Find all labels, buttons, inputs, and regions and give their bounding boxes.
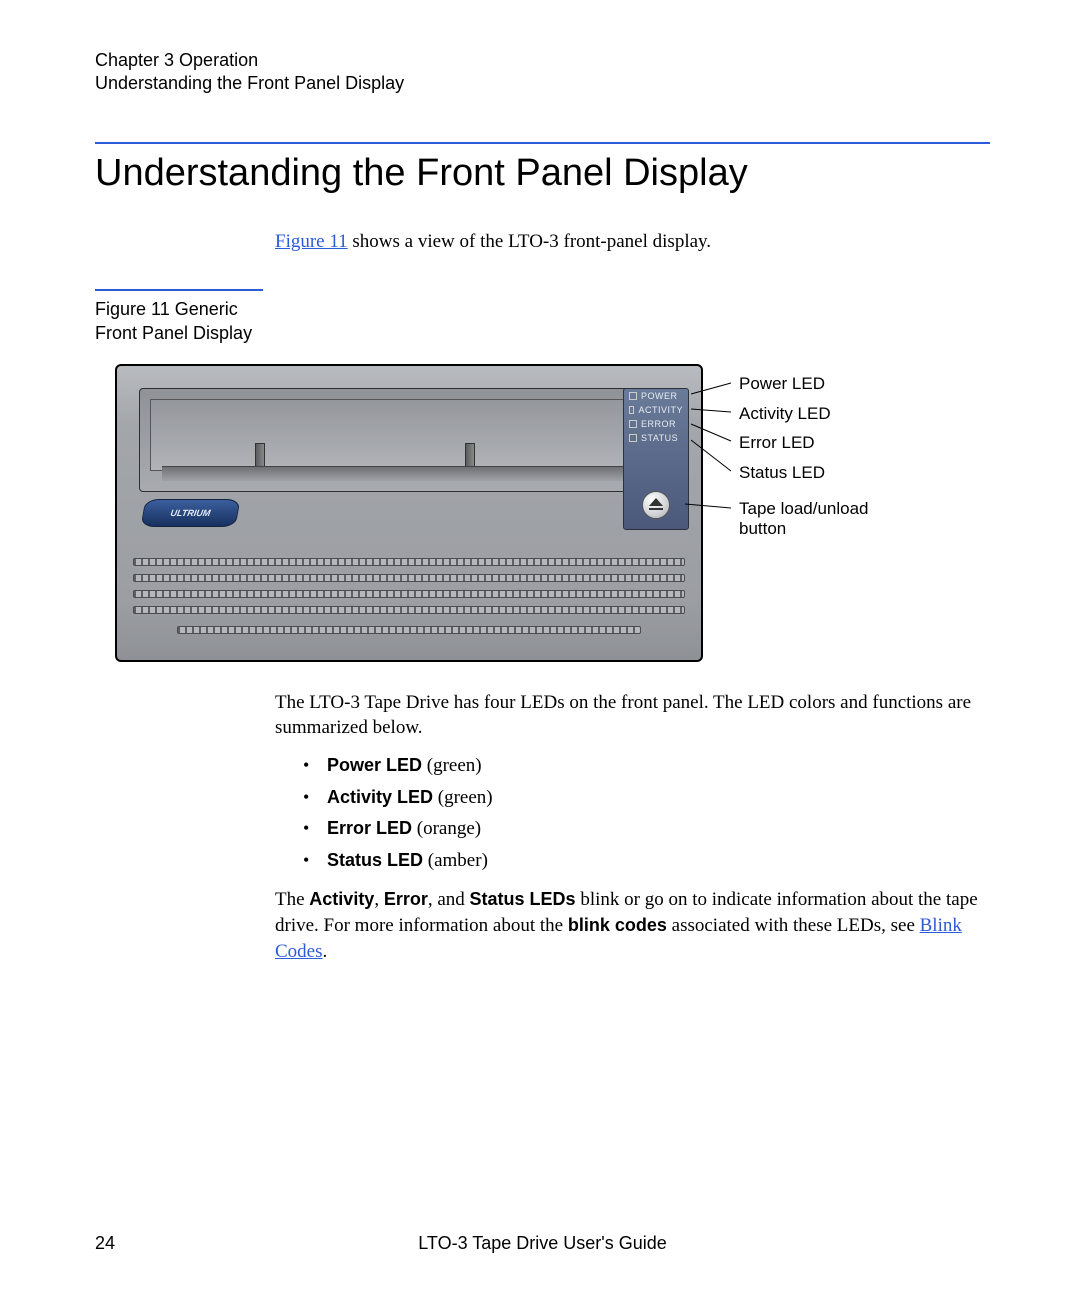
vent — [133, 558, 685, 566]
list-item: Status LED (amber) — [303, 848, 990, 874]
eject-button-icon — [642, 491, 670, 519]
callout-eject-button: Tape load/unload button — [739, 499, 869, 539]
tape-slot — [139, 388, 647, 492]
intro-rest: shows a view of the LTO-3 front-panel di… — [348, 231, 711, 252]
ultrium-logo: ULTRIUM — [141, 499, 241, 527]
body-p2: The Activity, Error, and Status LEDs bli… — [275, 887, 990, 964]
led-status: STATUS — [624, 431, 688, 445]
list-item: Error LED (orange) — [303, 816, 990, 842]
slot-notch — [465, 443, 475, 471]
list-item: Activity LED (green) — [303, 785, 990, 811]
figure-caption-l1: Figure 11 Generic — [95, 299, 238, 319]
page-footer: 24 LTO-3 Tape Drive User's Guide — [95, 1233, 990, 1254]
body-text: The LTO-3 Tape Drive has four LEDs on th… — [275, 690, 990, 965]
title-rule — [95, 142, 990, 144]
vent — [177, 626, 641, 634]
callout-status-led: Status LED — [739, 463, 825, 483]
list-item: Power LED (green) — [303, 753, 990, 779]
page-number: 24 — [95, 1233, 115, 1254]
device-illustration: ULTRIUM POWER ACTIVITY ERROR STATUS — [115, 364, 703, 662]
figure-caption-l2: Front Panel Display — [95, 323, 252, 343]
header-chapter: Chapter 3 Operation — [95, 50, 990, 71]
figure-caption: Figure 11 Generic Front Panel Display — [95, 297, 990, 346]
led-power: POWER — [624, 389, 688, 403]
vent — [133, 574, 685, 582]
intro-paragraph: Figure 11 shows a view of the LTO-3 fron… — [275, 231, 990, 253]
vent — [133, 590, 685, 598]
figure: ULTRIUM POWER ACTIVITY ERROR STATUS — [115, 364, 990, 662]
caption-rule — [95, 289, 263, 291]
page-title: Understanding the Front Panel Display — [95, 152, 990, 195]
vent — [133, 606, 685, 614]
header-subtitle: Understanding the Front Panel Display — [95, 73, 990, 94]
led-error: ERROR — [624, 417, 688, 431]
body-p1: The LTO-3 Tape Drive has four LEDs on th… — [275, 690, 990, 741]
slot-notch — [255, 443, 265, 471]
callout-error-led: Error LED — [739, 433, 815, 453]
led-activity: ACTIVITY — [624, 403, 688, 417]
callout-power-led: Power LED — [739, 374, 825, 394]
figure-link[interactable]: Figure 11 — [275, 231, 348, 252]
callout-activity-led: Activity LED — [739, 404, 831, 424]
doc-title: LTO-3 Tape Drive User's Guide — [418, 1233, 667, 1254]
led-list: Power LED (green) Activity LED (green) E… — [303, 753, 990, 874]
led-panel: POWER ACTIVITY ERROR STATUS — [623, 388, 689, 530]
